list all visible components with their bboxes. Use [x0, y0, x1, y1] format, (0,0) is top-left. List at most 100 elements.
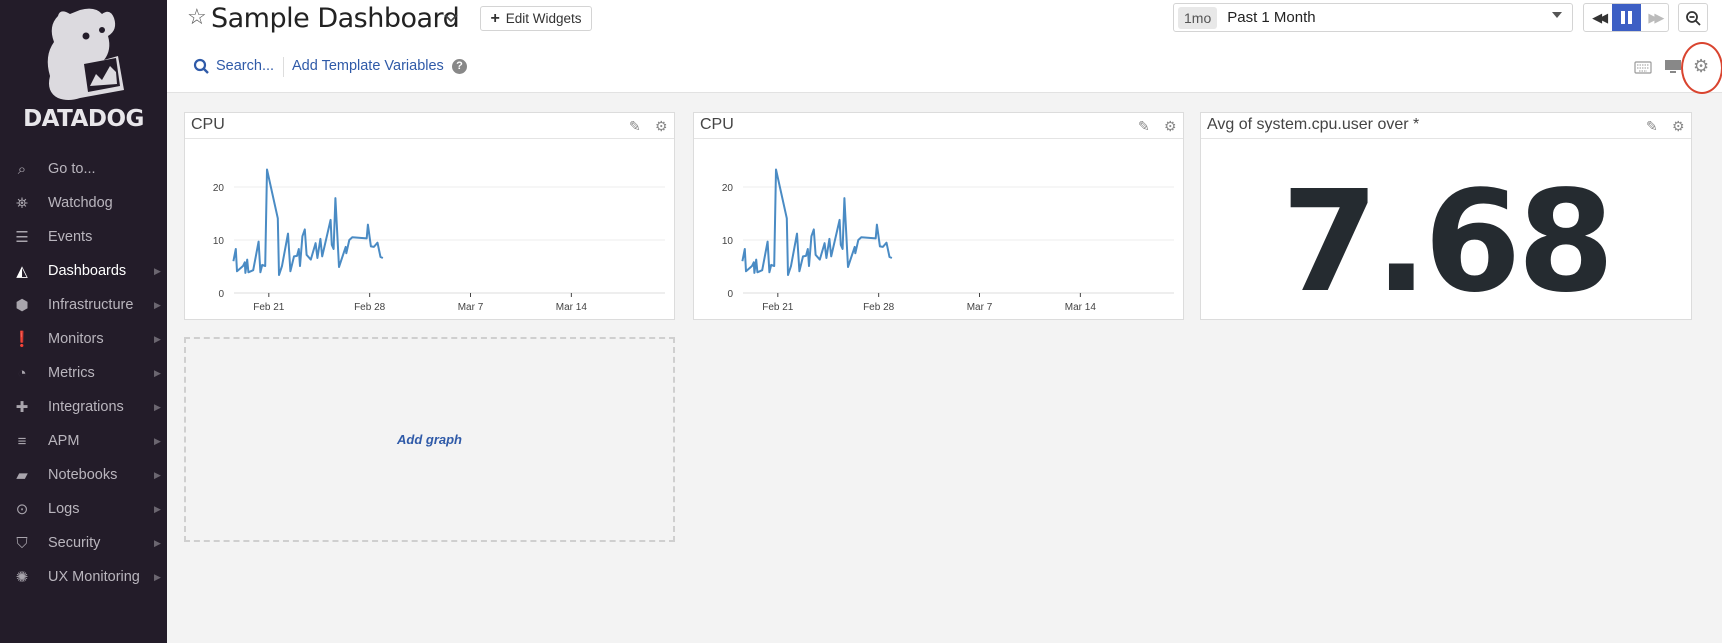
- chevron-right-icon: ▶: [154, 265, 161, 276]
- cpu-timeseries-chart: 0 10 20 Feb 21 Feb 28 Mar 7 Mar 14: [213, 168, 665, 313]
- pause-button[interactable]: [1612, 4, 1641, 31]
- x-tick-label: Feb 21: [762, 302, 794, 313]
- tv-mode-icon[interactable]: [1664, 59, 1682, 75]
- rewind-button[interactable]: ◀◀: [1592, 9, 1608, 25]
- x-tick-label: Mar 14: [1065, 302, 1097, 313]
- zoom-out-icon: [1686, 10, 1701, 26]
- sidebar-item-dashboards[interactable]: ◭ Dashboards ▶: [0, 256, 167, 286]
- y-tick-label: 20: [722, 183, 734, 194]
- y-tick-label: 0: [218, 289, 224, 300]
- pencil-icon[interactable]: ✎: [629, 118, 641, 134]
- query-value-widget: Avg of system.cpu.user over * ✎ ⚙ 7.68: [1200, 112, 1692, 320]
- widget-header: CPU ✎ ⚙: [694, 113, 1183, 139]
- logs-icon: ⊙: [15, 501, 29, 518]
- sidebar-item-label: Watchdog: [48, 195, 113, 211]
- sidebar-item-label: Events: [48, 229, 93, 245]
- sidebar-item-label: Logs: [48, 501, 80, 517]
- sidebar-item-label: UX Monitoring: [48, 569, 140, 585]
- sidebar-item-watchdog[interactable]: ⛯ Watchdog: [0, 188, 167, 218]
- sidebar-item-monitors[interactable]: ❗ Monitors ▶: [0, 324, 167, 354]
- puzzle-icon: ✚: [15, 399, 29, 416]
- search-icon[interactable]: [193, 58, 209, 75]
- add-template-variables-link[interactable]: Add Template Variables: [292, 58, 444, 74]
- keyboard-icon[interactable]: [1634, 61, 1652, 74]
- pencil-icon[interactable]: ✎: [1138, 118, 1150, 134]
- help-icon[interactable]: ?: [452, 59, 467, 74]
- highlight-annotation: [1681, 42, 1722, 94]
- time-badge: 1mo: [1178, 6, 1218, 29]
- playback-controls: ◀◀ ▶▶: [1583, 3, 1669, 32]
- sidebar-item-go-to[interactable]: ⌕ Go to...: [0, 154, 167, 184]
- y-tick-label: 20: [213, 183, 225, 194]
- sidebar-item-label: Security: [48, 535, 101, 551]
- sidebar-item-label: APM: [48, 433, 80, 449]
- sidebar-item-label: Dashboards: [48, 263, 127, 279]
- sidebar-item-apm[interactable]: ≡ APM ▶: [0, 426, 167, 456]
- y-tick-label: 0: [727, 289, 733, 300]
- y-tick-label: 10: [722, 236, 734, 247]
- search-icon: ⌕: [17, 160, 27, 178]
- sidebar-item-label: Notebooks: [48, 467, 118, 483]
- sidebar-item-ux-monitoring[interactable]: ✺ UX Monitoring ▶: [0, 562, 167, 592]
- sidebar-item-events[interactable]: ☰ Events: [0, 222, 167, 252]
- fast-forward-button[interactable]: ▶▶: [1648, 9, 1664, 25]
- chevron-right-icon: ▶: [154, 299, 161, 310]
- edit-widgets-label: Edit Widgets: [505, 11, 582, 26]
- chevron-right-icon: ▶: [154, 469, 161, 480]
- divider: [283, 57, 284, 77]
- metrics-icon: ◔: [17, 364, 27, 382]
- dashboards-icon: ◭: [16, 263, 28, 280]
- add-graph-label[interactable]: Add graph: [397, 432, 462, 447]
- ux-monitoring-icon: ✺: [15, 569, 29, 586]
- add-graph-placeholder[interactable]: Add graph: [184, 337, 675, 542]
- sidebar-item-integrations[interactable]: ✚ Integrations ▶: [0, 392, 167, 422]
- chevron-right-icon: ▶: [154, 333, 161, 344]
- x-tick-label: Feb 28: [863, 302, 895, 313]
- cpu-series-line: [741, 168, 893, 276]
- widget-title: CPU: [191, 116, 225, 133]
- gear-icon[interactable]: ⚙: [1164, 118, 1177, 134]
- datadog-logo[interactable]: [40, 6, 130, 104]
- gear-icon[interactable]: ⚙: [655, 118, 668, 134]
- edit-widgets-button[interactable]: + Edit Widgets: [480, 6, 592, 31]
- chevron-right-icon: ▶: [154, 503, 161, 514]
- x-tick-label: Feb 21: [253, 302, 285, 313]
- query-value: 7.68: [1281, 161, 1614, 324]
- pencil-icon[interactable]: ✎: [1646, 118, 1658, 134]
- page-title: Sample Dashboard: [211, 3, 460, 34]
- apm-icon: ≡: [17, 432, 27, 450]
- sidebar-item-label: Integrations: [48, 399, 124, 415]
- chevron-right-icon: ▶: [154, 435, 161, 446]
- chevron-right-icon: ▶: [154, 367, 161, 378]
- widget-header: CPU ✎ ⚙: [185, 113, 674, 139]
- y-tick-label: 10: [213, 236, 225, 247]
- zoom-out-button[interactable]: [1678, 3, 1708, 32]
- cpu-widget-2: CPU ✎ ⚙ 0 10 20 Feb 21 Feb 28 Mar 7 Mar 14: [693, 112, 1184, 320]
- notebook-icon: ▰: [16, 467, 28, 484]
- sidebar-item-notebooks[interactable]: ▰ Notebooks ▶: [0, 460, 167, 490]
- x-tick-label: Mar 7: [458, 302, 484, 313]
- star-icon[interactable]: ☆: [187, 4, 207, 29]
- search-link[interactable]: Search...: [216, 58, 275, 74]
- chevron-down-icon[interactable]: [443, 12, 459, 24]
- infrastructure-icon: ⬢: [15, 297, 29, 314]
- x-tick-label: Mar 7: [967, 302, 993, 313]
- widget-title: CPU: [700, 116, 734, 133]
- widget-title: Avg of system.cpu.user over *: [1207, 116, 1420, 133]
- sidebar-item-logs[interactable]: ⊙ Logs ▶: [0, 494, 167, 524]
- sidebar-item-security[interactable]: ⛉ Security ▶: [0, 528, 167, 558]
- sidebar-item-label: Monitors: [48, 331, 104, 347]
- time-range-select[interactable]: 1mo Past 1 Month: [1173, 3, 1573, 32]
- sidebar-item-label: Infrastructure: [48, 297, 134, 313]
- dashboard-header: ☆ Sample Dashboard + Edit Widgets Search…: [167, 0, 1722, 94]
- binoculars-icon: ⛯: [15, 194, 28, 212]
- cpu-timeseries-chart: 0 10 20 Feb 21 Feb 28 Mar 7 Mar 14: [722, 168, 1174, 313]
- gear-icon[interactable]: ⚙: [1672, 118, 1685, 134]
- sidebar-item-metrics[interactable]: ◔ Metrics ▶: [0, 358, 167, 388]
- sidebar-item-label: Go to...: [48, 161, 96, 177]
- x-tick-label: Mar 14: [556, 302, 588, 313]
- sidebar-item-infrastructure[interactable]: ⬢ Infrastructure ▶: [0, 290, 167, 320]
- cpu-widget-1: CPU ✎ ⚙ 0 10 20 Feb 21 Feb 28 Mar 7 Mar 14: [184, 112, 675, 320]
- chevron-right-icon: ▶: [154, 571, 161, 582]
- widget-header: Avg of system.cpu.user over * ✎ ⚙: [1201, 113, 1691, 139]
